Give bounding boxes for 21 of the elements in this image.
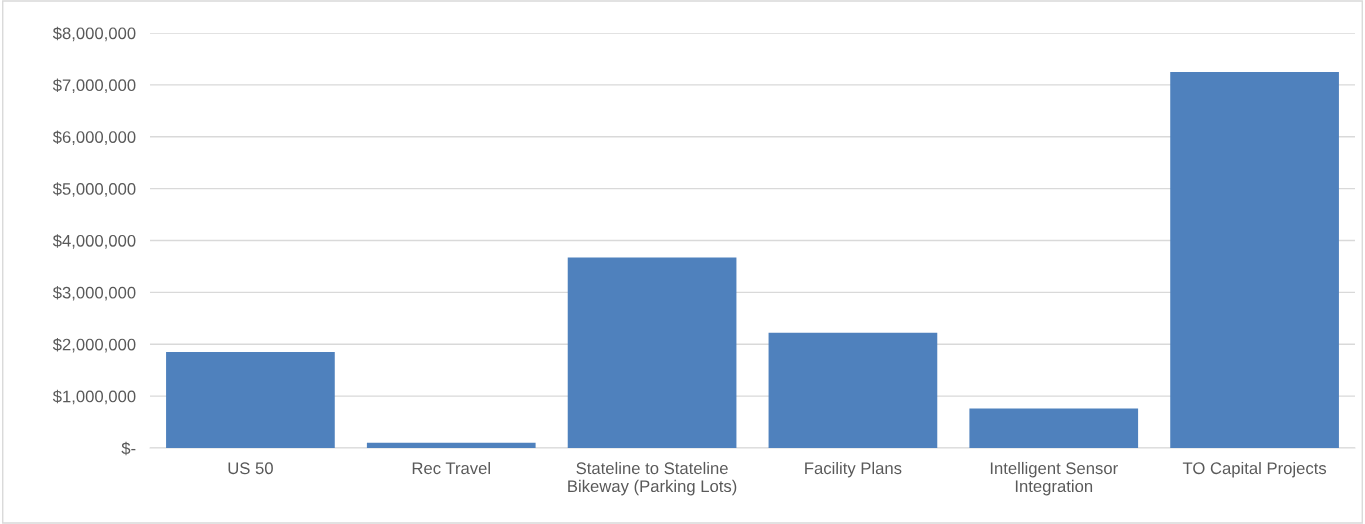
y-tick-label: $7,000,000 xyxy=(52,78,136,94)
y-tick-label: $1,000,000 xyxy=(52,389,136,405)
bar xyxy=(366,442,536,448)
x-tick-label: TO Capital Projects xyxy=(1182,461,1327,478)
x-tick-label: US 50 xyxy=(228,462,273,475)
bar xyxy=(1170,71,1339,448)
x-tick-label: Rec Travel xyxy=(412,461,490,475)
y-tick-label: $4,000,000 xyxy=(52,234,136,249)
x-tick-label: Facility Plans xyxy=(805,461,902,478)
x-tick-label: Stateline to Stateline Bikeway (Parking Lots) xyxy=(568,461,737,496)
y-tick-label: $6,000,000 xyxy=(52,130,136,145)
y-tick-label: $3,000,000 xyxy=(52,286,136,301)
bar xyxy=(768,332,938,448)
y-tick-label: $- xyxy=(121,441,136,456)
y-tick-label: $2,000,000 xyxy=(52,337,136,353)
x-tick-label: Intelligent Sensor Integration xyxy=(990,461,1118,496)
bar xyxy=(969,408,1139,448)
y-tick-label: $5,000,000 xyxy=(52,182,136,197)
y-tick-label: $8,000,000 xyxy=(52,26,136,42)
bar xyxy=(166,352,335,448)
bar xyxy=(567,257,737,448)
